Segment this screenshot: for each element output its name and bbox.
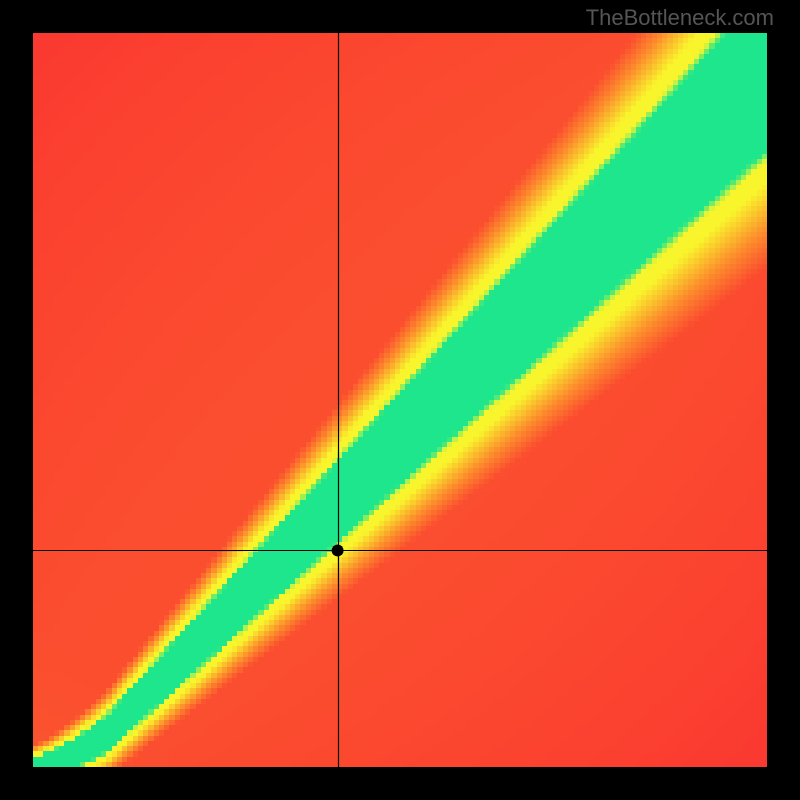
plot-area <box>33 33 767 767</box>
bottleneck-heatmap-canvas <box>33 33 767 767</box>
chart-frame: TheBottleneck.com <box>0 0 800 800</box>
watermark-text: TheBottleneck.com <box>586 5 774 31</box>
